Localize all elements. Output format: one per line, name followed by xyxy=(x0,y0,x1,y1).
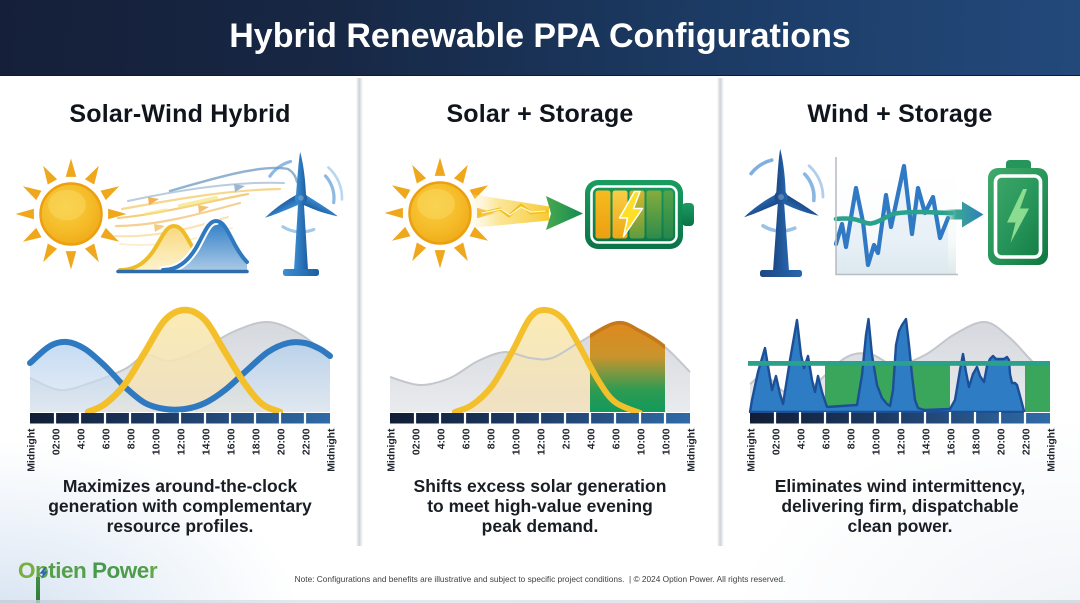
svg-text:2:00: 2:00 xyxy=(561,428,572,449)
svg-text:6:00: 6:00 xyxy=(821,428,832,449)
svg-text:10:00: 10:00 xyxy=(871,428,882,455)
svg-text:02:00: 02:00 xyxy=(411,428,422,455)
svg-text:Midnight: Midnight xyxy=(386,428,397,472)
svg-text:16:00: 16:00 xyxy=(226,428,237,455)
svg-text:22:00: 22:00 xyxy=(301,428,312,455)
svg-text:6:00: 6:00 xyxy=(461,428,472,449)
svg-text:8:00: 8:00 xyxy=(126,428,137,449)
svg-text:4:00: 4:00 xyxy=(76,428,87,449)
svg-text:Midnight: Midnight xyxy=(26,428,37,472)
svg-text:4:00: 4:00 xyxy=(796,428,807,449)
svg-text:12:00: 12:00 xyxy=(896,428,907,455)
svg-text:12:00: 12:00 xyxy=(536,428,547,455)
svg-text:10:00: 10:00 xyxy=(511,428,522,455)
svg-text:Midnight: Midnight xyxy=(686,428,697,472)
svg-text:4:00: 4:00 xyxy=(586,428,597,449)
svg-text:8:00: 8:00 xyxy=(486,428,497,449)
svg-text:20:00: 20:00 xyxy=(276,428,287,455)
svg-text:6:00: 6:00 xyxy=(611,428,622,449)
svg-text:20:00: 20:00 xyxy=(996,428,1007,455)
svg-text:02:00: 02:00 xyxy=(51,428,62,455)
svg-text:14:00: 14:00 xyxy=(921,428,932,455)
svg-text:Midnight: Midnight xyxy=(326,428,337,472)
svg-text:Midnight: Midnight xyxy=(746,428,757,472)
svg-text:18:00: 18:00 xyxy=(251,428,262,455)
svg-text:02:00: 02:00 xyxy=(771,428,782,455)
svg-text:22:00: 22:00 xyxy=(1021,428,1032,455)
svg-text:14:00: 14:00 xyxy=(201,428,212,455)
svg-text:18:00: 18:00 xyxy=(971,428,982,455)
svg-text:10:00: 10:00 xyxy=(661,428,672,455)
svg-text:Midnight: Midnight xyxy=(1046,428,1057,472)
svg-text:10:00: 10:00 xyxy=(636,428,647,455)
svg-text:4:00: 4:00 xyxy=(436,428,447,449)
svg-text:6:00: 6:00 xyxy=(101,428,112,449)
svg-text:12:00: 12:00 xyxy=(176,428,187,455)
svg-text:10:00: 10:00 xyxy=(151,428,162,455)
svg-text:8:00: 8:00 xyxy=(846,428,857,449)
svg-text:16:00: 16:00 xyxy=(946,428,957,455)
